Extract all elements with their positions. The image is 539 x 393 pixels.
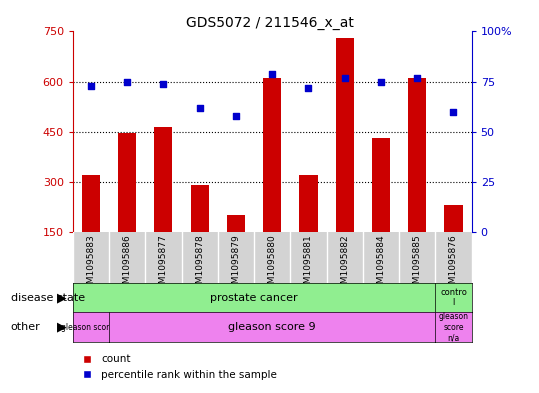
Bar [227, 215, 245, 232]
Bar [263, 78, 281, 232]
Bar [82, 175, 100, 232]
Legend: count, percentile rank within the sample: count, percentile rank within the sample [78, 350, 281, 384]
Bar [118, 133, 136, 232]
Text: GSM1095877: GSM1095877 [159, 234, 168, 295]
Text: GSM1095883: GSM1095883 [86, 234, 95, 295]
Text: GDS5072 / 211546_x_at: GDS5072 / 211546_x_at [185, 16, 354, 30]
Text: gleason score 9: gleason score 9 [229, 322, 316, 332]
Point [159, 81, 168, 87]
Text: ▶: ▶ [57, 291, 67, 304]
Point [232, 112, 240, 119]
Point [123, 79, 132, 85]
Text: GSM1095885: GSM1095885 [413, 234, 421, 295]
Point [268, 70, 277, 77]
Bar [408, 78, 426, 232]
Point [449, 108, 458, 115]
Point [413, 74, 421, 81]
Point [195, 105, 204, 111]
Text: GSM1095886: GSM1095886 [123, 234, 132, 295]
Point [341, 74, 349, 81]
Bar [372, 138, 390, 232]
Text: gleason score 8: gleason score 8 [61, 323, 121, 332]
Text: prostate cancer: prostate cancer [210, 293, 298, 303]
Text: ▶: ▶ [57, 321, 67, 334]
Text: gleason
score
n/a: gleason score n/a [439, 312, 468, 342]
Text: GSM1095881: GSM1095881 [304, 234, 313, 295]
Text: GSM1095882: GSM1095882 [340, 234, 349, 295]
Text: other: other [11, 322, 40, 332]
Text: GSM1095884: GSM1095884 [376, 234, 385, 295]
Point [304, 84, 313, 91]
Text: GSM1095880: GSM1095880 [268, 234, 277, 295]
Point [87, 83, 95, 89]
Text: GSM1095876: GSM1095876 [449, 234, 458, 295]
Text: GSM1095879: GSM1095879 [231, 234, 240, 295]
Bar [445, 205, 462, 232]
Text: GSM1095878: GSM1095878 [195, 234, 204, 295]
Text: contro
l: contro l [440, 288, 467, 307]
Text: disease state: disease state [11, 293, 85, 303]
Bar [154, 127, 172, 232]
Point [377, 79, 385, 85]
Bar [191, 185, 209, 232]
Bar [299, 175, 317, 232]
Bar [336, 38, 354, 232]
